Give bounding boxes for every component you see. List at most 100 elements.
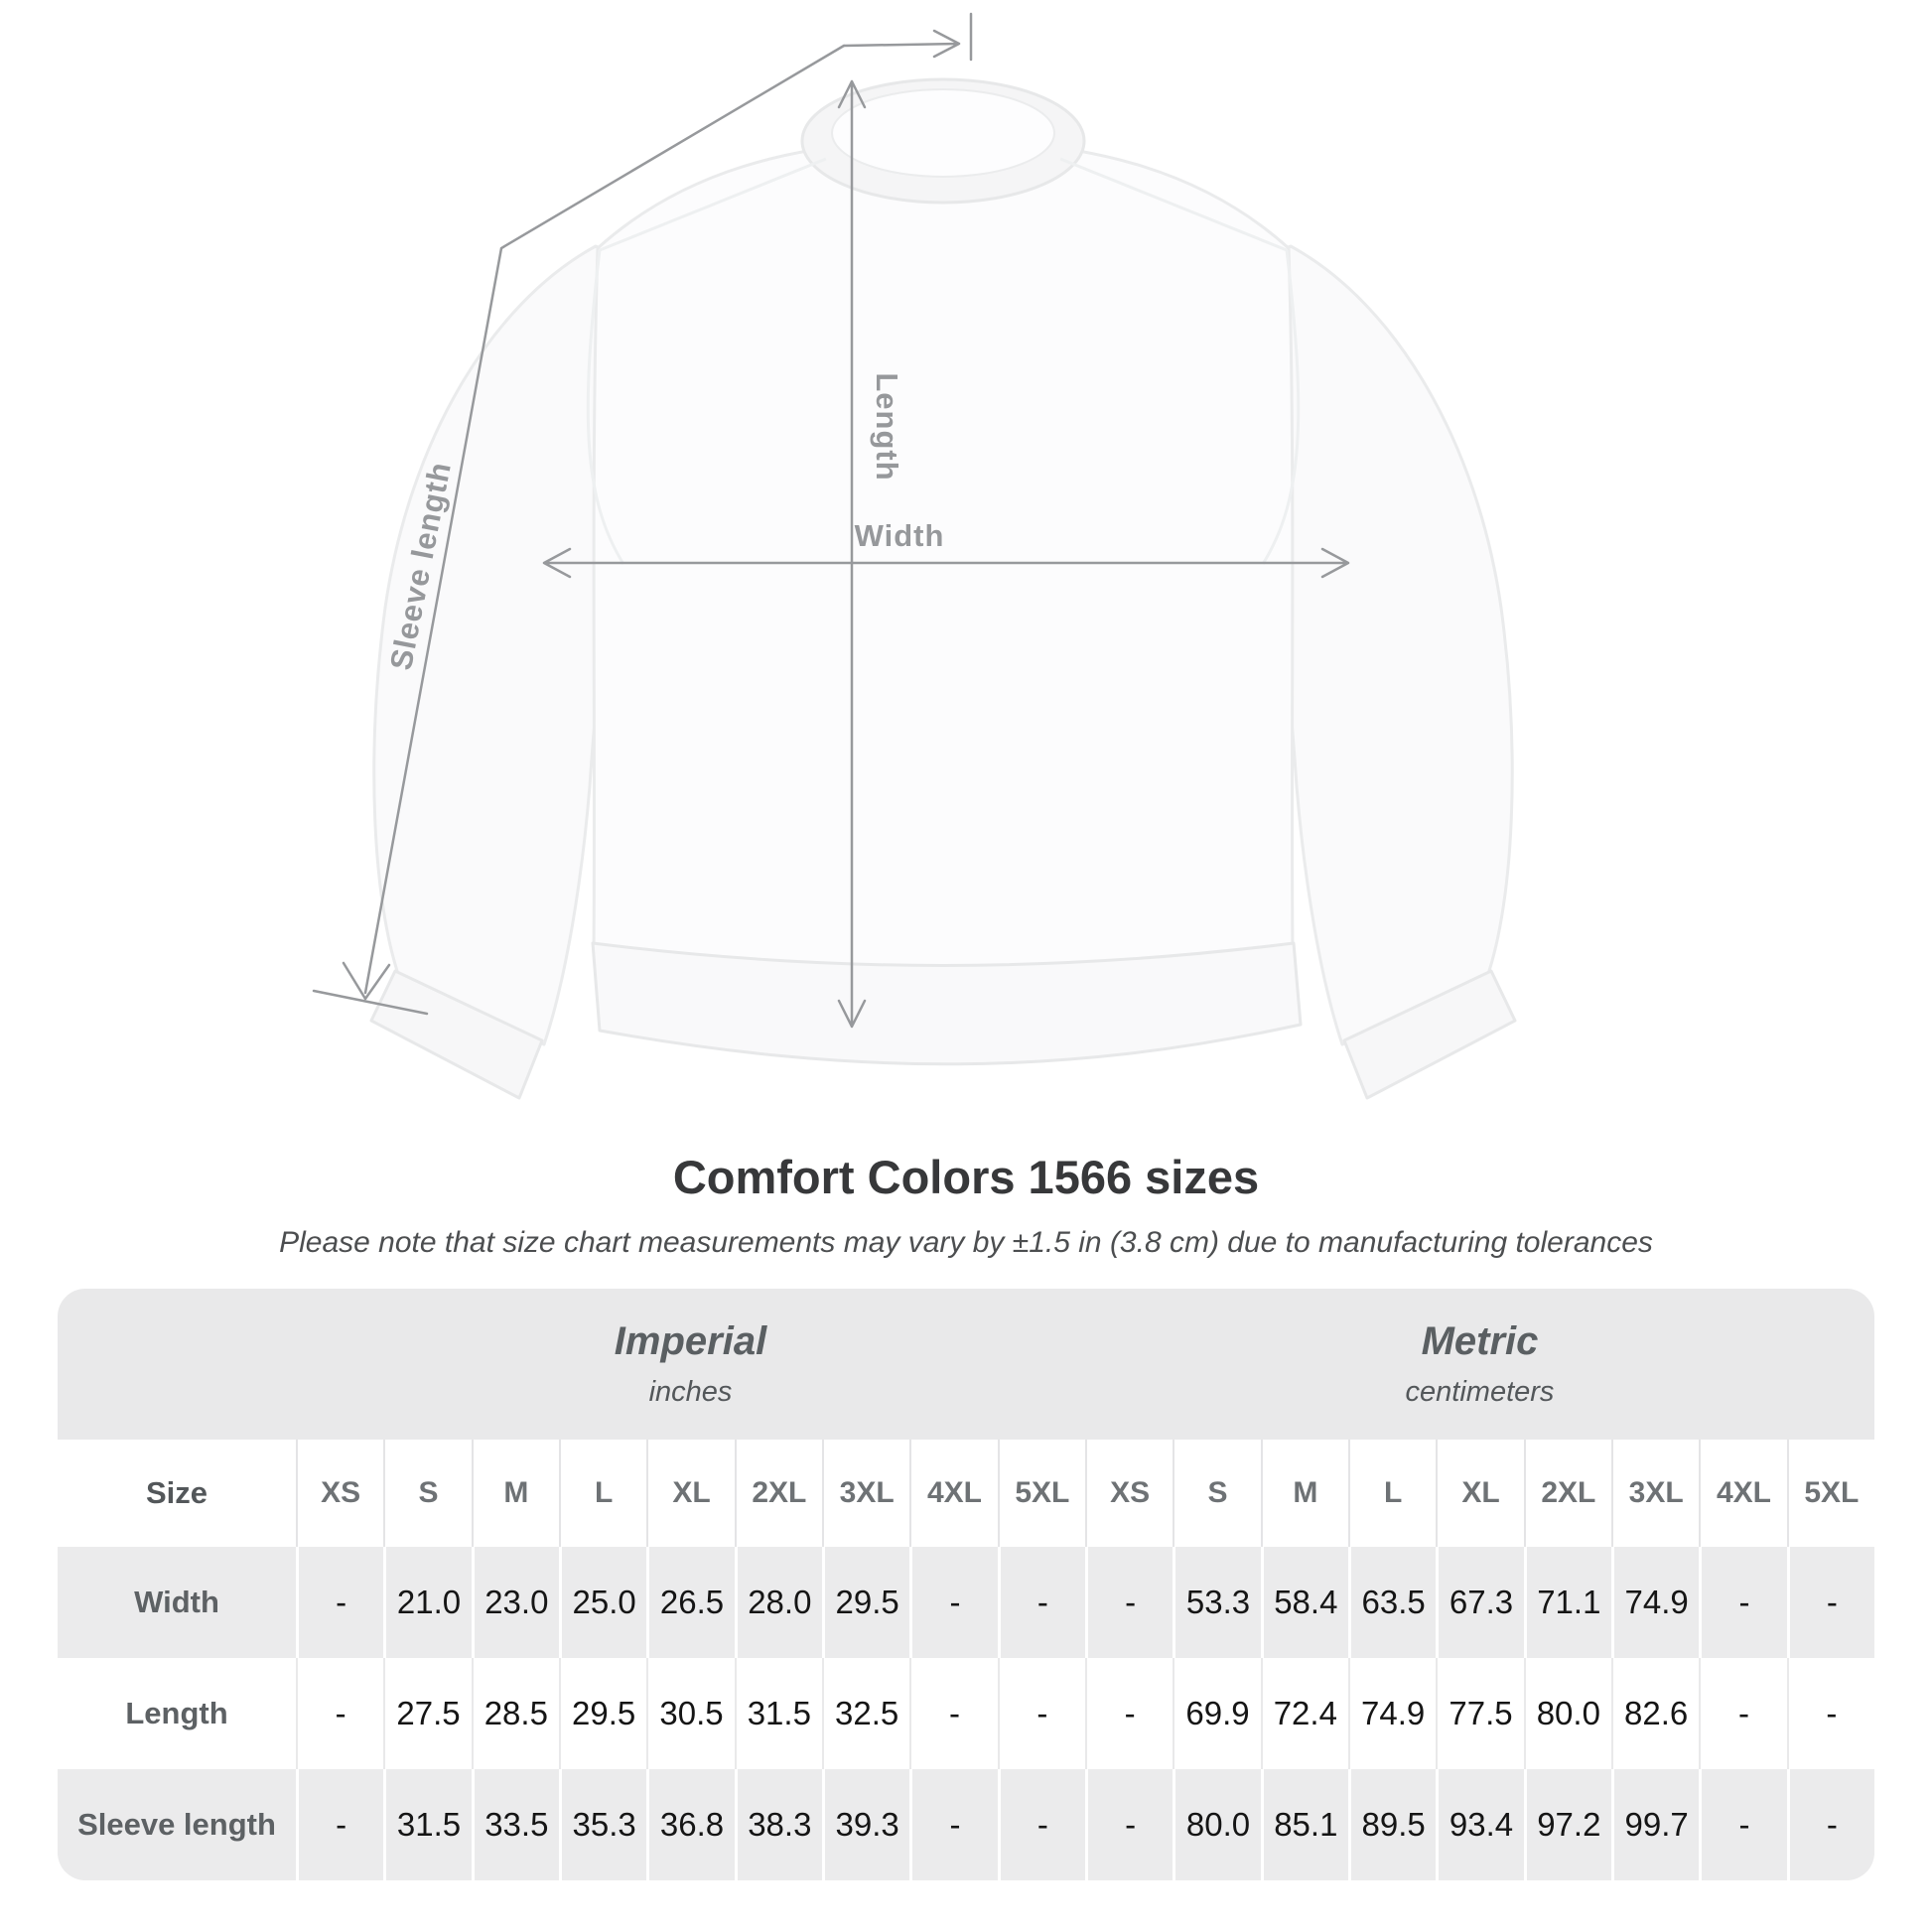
row-label: Length [125,1696,228,1730]
value-cell: 28.0 [734,1547,822,1658]
value-cell: 35.3 [559,1769,646,1880]
size-header-imperial-3xl: 3XL [822,1440,909,1547]
value-cell: - [1786,1658,1874,1769]
value-cell: 71.1 [1523,1547,1611,1658]
value-cell: - [296,1547,383,1658]
size-header-imperial-m: M [471,1440,559,1547]
value-cell: 93.4 [1436,1769,1523,1880]
value-cell: 99.7 [1611,1769,1699,1880]
value-cell: 28.5 [471,1658,559,1769]
imperial-header: Imperial inches [296,1319,1085,1409]
value-cell: 72.4 [1260,1658,1348,1769]
size-grid: Size XS S M L XL 2XL 3XL 4XL 5XL XS S M L XL 2XL 3XL 4XL 5… [58,1440,1874,1880]
value-cell: 21.0 [383,1547,471,1658]
value-cell: 85.1 [1260,1769,1348,1880]
value-cell: 23.0 [471,1547,559,1658]
value-cell: 27.5 [383,1658,471,1769]
value-cell: 38.3 [734,1769,822,1880]
row-label: Width [134,1585,219,1619]
size-header-imperial-xl: XL [646,1440,734,1547]
metric-unit: centimeters [1405,1376,1555,1408]
table-row: Size XS S M L XL 2XL 3XL 4XL 5XL XS S M L XL 2XL 3XL 4XL 5… [58,1440,1874,1547]
page-title: Comfort Colors 1566 sizes [672,1151,1260,1203]
value-cell: - [997,1658,1085,1769]
imperial-title: Imperial [614,1319,767,1363]
value-cell: 36.8 [646,1769,734,1880]
table-row: Sleeve length -31.5 33.5 35.3 36.8 38.3 39.3- -… [58,1769,1874,1880]
value-cell: 89.5 [1348,1769,1436,1880]
value-cell: 31.5 [734,1658,822,1769]
size-header-imperial-xs: XS [296,1440,383,1547]
size-header-imperial-l: L [559,1440,646,1547]
value-cell: 63.5 [1348,1547,1436,1658]
product-measurement-diagram: Length Width Sleeve length [312,12,1517,1100]
value-cell: - [1085,1547,1173,1658]
size-header-metric-3xl: 3XL [1611,1440,1699,1547]
value-cell: 29.5 [559,1658,646,1769]
value-cell: 26.5 [646,1547,734,1658]
size-table: Imperial inches Metric centimeters Size X… [58,1289,1874,1880]
metric-title: Metric [1421,1319,1539,1363]
value-cell: - [1699,1769,1786,1880]
value-cell: - [1085,1658,1173,1769]
value-cell: 39.3 [822,1769,909,1880]
value-cell: - [909,1658,997,1769]
value-cell: 82.6 [1611,1658,1699,1769]
value-cell: - [1699,1658,1786,1769]
size-header-metric-xl: XL [1436,1440,1523,1547]
sleeve-bottom-arrow [342,961,391,1001]
size-header-imperial-2xl: 2XL [734,1440,822,1547]
value-cell: - [1699,1547,1786,1658]
value-cell: 31.5 [383,1769,471,1880]
value-cell: 29.5 [822,1547,909,1658]
length-label: Length [870,372,904,482]
value-cell: - [997,1547,1085,1658]
length-line [837,79,867,1029]
size-header-metric-m: M [1260,1440,1348,1547]
value-cell: - [909,1547,997,1658]
value-cell: 33.5 [471,1769,559,1880]
tolerance-note: Please note that size chart measurements… [279,1226,1653,1259]
value-cell: - [1786,1769,1874,1880]
size-header-imperial-4xl: 4XL [909,1440,997,1547]
value-cell: 97.2 [1523,1769,1611,1880]
size-header-metric-2xl: 2XL [1523,1440,1611,1547]
value-cell: 69.9 [1173,1658,1260,1769]
value-cell: 30.5 [646,1658,734,1769]
size-header-metric-s: S [1173,1440,1260,1547]
value-cell: 32.5 [822,1658,909,1769]
sleeve-bottom-tick [312,989,429,1016]
value-cell: 74.9 [1348,1658,1436,1769]
imperial-unit: inches [648,1376,733,1408]
sleeve-top-arrow [842,29,961,59]
measurement-arrows [312,12,1350,1029]
size-header-metric-l: L [1348,1440,1436,1547]
value-cell: 74.9 [1611,1547,1699,1658]
size-header-metric-5xl: 5XL [1786,1440,1874,1547]
value-cell: 58.4 [1260,1547,1348,1658]
sleeve-length-line [363,44,846,995]
value-cell: 53.3 [1173,1547,1260,1658]
sweatshirt-illustration [312,12,1517,1100]
metric-header: Metric centimeters [1085,1319,1874,1409]
value-cell: - [997,1769,1085,1880]
value-cell: - [296,1769,383,1880]
value-cell: - [296,1658,383,1769]
unit-header-row: Imperial inches Metric centimeters [58,1289,1874,1440]
row-label: Sleeve length [77,1807,276,1842]
table-row: Width -21.0 23.0 25.0 26.5 28.0 29.5- - -53.3 58.… [58,1547,1874,1658]
width-line [542,547,1350,579]
size-header-imperial-5xl: 5XL [997,1440,1085,1547]
size-column-header: Size [145,1475,208,1510]
value-cell: - [909,1769,997,1880]
value-cell: 67.3 [1436,1547,1523,1658]
width-label: Width [854,518,945,553]
value-cell: 77.5 [1436,1658,1523,1769]
size-header-metric-xs: XS [1085,1440,1173,1547]
value-cell: 25.0 [559,1547,646,1658]
value-cell: 80.0 [1173,1769,1260,1880]
sweatshirt [369,77,1517,1100]
table-row: Length -27.5 28.5 29.5 30.5 31.5 32.5- - -69.9 72… [58,1658,1874,1769]
value-cell: 80.0 [1523,1658,1611,1769]
value-cell: - [1786,1547,1874,1658]
